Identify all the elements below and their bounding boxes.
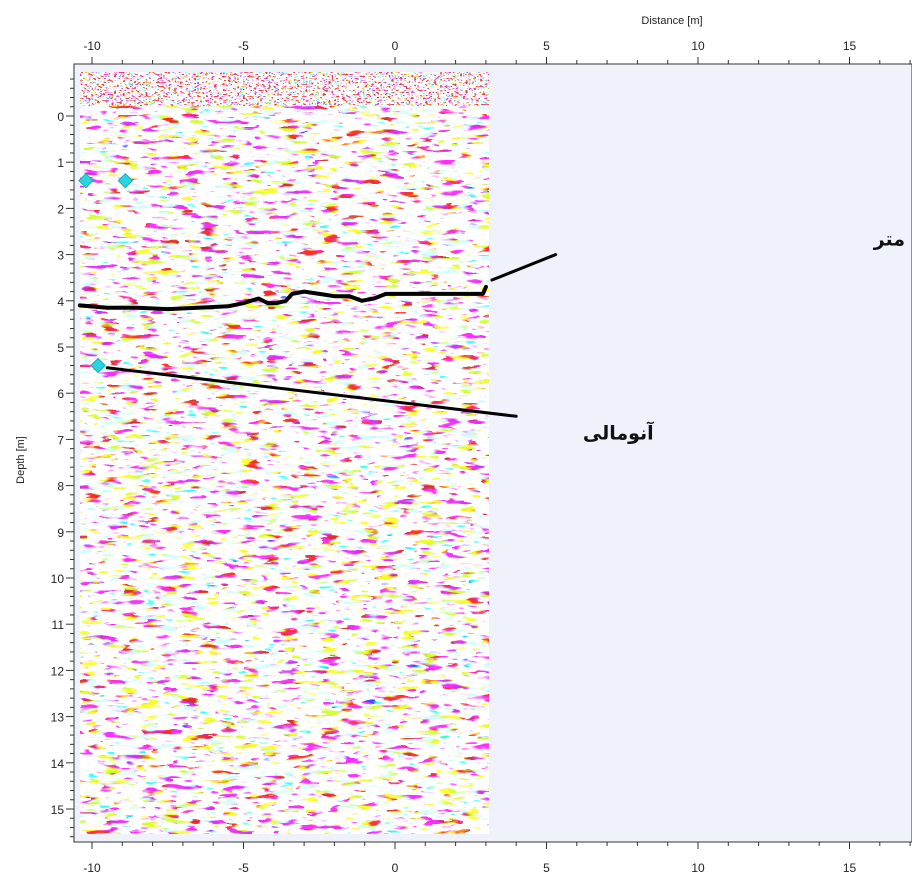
x-tick-label-bottom: 10: [691, 861, 705, 875]
x-tick-label-top: 15: [843, 39, 857, 53]
x-tick-label-bottom: -5: [238, 861, 249, 875]
x-tick-label-top: 10: [691, 39, 705, 53]
y-tick-label: 5: [57, 341, 64, 355]
y-tick-label: 15: [51, 803, 65, 817]
x-axis-bottom: -10 -5 0 5 10 15: [83, 842, 911, 875]
x-tick-label-bottom: -10: [83, 861, 101, 875]
x-tick-label-top: -5: [238, 39, 249, 53]
x-tick-label-bottom: 0: [392, 861, 399, 875]
annotation-label: آنومالی: [583, 420, 654, 444]
y-tick-label: 9: [57, 526, 64, 540]
plot-frame: [73, 63, 912, 843]
anomaly-marker: [90, 357, 106, 374]
y-tick-label: 4: [57, 295, 64, 309]
annotation-pointer: [105, 366, 518, 418]
y-tick-label: 1: [57, 156, 64, 170]
x-tick-label-top: 0: [392, 39, 399, 53]
y-tick-label: 14: [51, 757, 65, 771]
fill-soil-interface-line: [77, 284, 488, 312]
y-tick-label: 6: [57, 387, 64, 401]
y-tick-label: 3: [57, 249, 64, 263]
y-tick-label: 13: [51, 711, 65, 725]
y-axis-title: Depth [m]: [15, 436, 27, 484]
y-tick-label: 2: [57, 202, 64, 216]
y-tick-label: 11: [52, 618, 65, 632]
x-axis-top: -10 -5 0 5 10 15: [83, 39, 911, 64]
annotation-label: خاک دستی با ضخامت ۴ متر: [873, 228, 912, 250]
x-tick-label-bottom: 15: [843, 861, 857, 875]
anomaly-marker: [117, 172, 134, 189]
x-tick-label-top: 5: [543, 39, 550, 53]
x-axis-title: Distance [m]: [641, 15, 702, 27]
y-tick-label: 10: [51, 572, 65, 586]
y-tick-label: 7: [57, 433, 64, 447]
annotation-pointer: [490, 253, 558, 282]
y-tick-label: 8: [57, 480, 64, 494]
y-tick-label: 0: [57, 110, 64, 124]
anomaly-markers: [78, 172, 134, 374]
annotations: خاک دستی با ضخامت ۴ متر آنومالی: [105, 228, 912, 444]
x-tick-label-bottom: 5: [543, 861, 550, 875]
x-tick-label-top: -10: [83, 39, 101, 53]
y-tick-label: 12: [51, 664, 65, 678]
radargram-image: [80, 72, 489, 834]
anomaly-marker: [78, 172, 94, 189]
